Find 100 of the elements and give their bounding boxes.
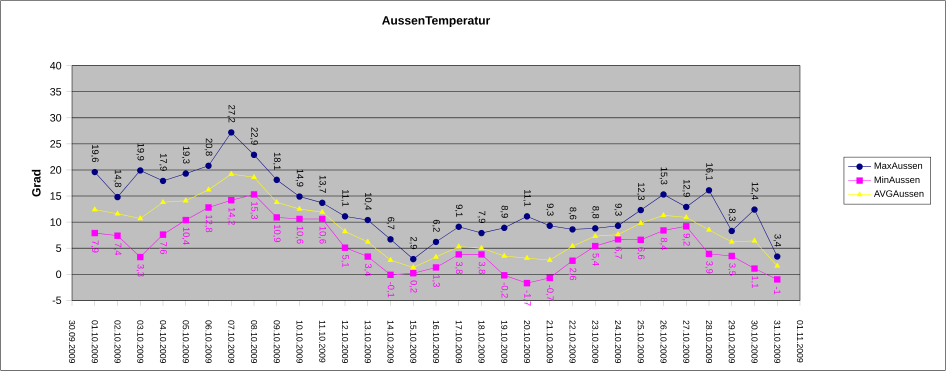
- point: [92, 206, 98, 212]
- y-tick-label: 35: [50, 88, 62, 96]
- y-axis-title: Grad: [32, 170, 41, 196]
- point: [433, 254, 439, 259]
- point: [501, 252, 508, 258]
- point: [364, 238, 371, 244]
- data-label: 22,9: [250, 128, 258, 145]
- x-tick-label: 22.10.2009: [569, 320, 576, 364]
- point: [456, 243, 462, 248]
- point: [570, 242, 576, 248]
- point: [410, 256, 416, 262]
- x-tick-label: 08.10.2009: [250, 320, 258, 364]
- point: [250, 191, 258, 198]
- data-label: 27,2: [227, 105, 236, 122]
- x-tick-label: 30.10.2009: [751, 320, 758, 364]
- data-label: 16,1: [705, 163, 713, 180]
- point: [319, 216, 326, 222]
- data-label: 3,8: [478, 262, 486, 274]
- data-label: 8,8: [591, 206, 600, 218]
- data-label: 8,4: [660, 238, 668, 250]
- data-label: 6,7: [614, 246, 622, 259]
- point: [751, 265, 758, 272]
- x-tick-label: 31.10.2009: [774, 320, 780, 364]
- data-label: -0,7: [546, 285, 554, 300]
- point: [228, 170, 234, 176]
- data-label: 10,4: [364, 192, 372, 210]
- point: [660, 191, 667, 198]
- x-tick-label: 05.10.2009: [182, 320, 189, 364]
- x-tick-label: 13.10.2009: [364, 320, 371, 364]
- point: [478, 251, 485, 258]
- data-label: 9,3: [546, 204, 554, 216]
- point: [501, 224, 508, 232]
- x-tick-label: 16.10.2009: [432, 320, 440, 364]
- y-tick-label: -5: [52, 296, 62, 304]
- point: [342, 228, 348, 234]
- x-tick-label: 26.10.2009: [660, 320, 667, 364]
- data-label: -0,1: [386, 282, 394, 298]
- data-label: 9,2: [682, 234, 690, 246]
- data-label: -1: [774, 286, 780, 294]
- point: [251, 174, 257, 179]
- data-label: 10,9: [272, 225, 281, 242]
- point: [319, 208, 326, 214]
- data-label: 3,5: [728, 263, 736, 276]
- point: [137, 254, 144, 260]
- point: [638, 236, 644, 244]
- point: [706, 250, 712, 258]
- point: [615, 231, 621, 236]
- point: [432, 238, 440, 246]
- point: [296, 206, 302, 211]
- x-tick-label: 30.09.2009: [68, 320, 76, 364]
- data-label: 15,3: [660, 167, 668, 184]
- point: [456, 224, 462, 230]
- data-label: 10,6: [318, 226, 326, 244]
- point: [228, 129, 234, 136]
- point: [182, 170, 189, 177]
- point: [774, 253, 780, 260]
- point: [706, 226, 712, 232]
- x-tick-label: 09.10.2009: [274, 320, 280, 364]
- data-label: 7,4: [114, 243, 122, 256]
- point: [728, 252, 735, 260]
- point: [92, 230, 98, 236]
- point: [524, 280, 530, 286]
- data-label: 14,8: [114, 170, 122, 188]
- point: [592, 225, 598, 232]
- x-tick-label: 01.10.2009: [92, 320, 98, 364]
- point: [524, 254, 530, 260]
- x-tick-label: 02.10.2009: [114, 320, 121, 364]
- x-tick-label: 19.10.2009: [501, 320, 508, 364]
- point: [432, 264, 440, 271]
- data-label: 10,6: [296, 226, 304, 244]
- point: [387, 236, 394, 243]
- x-tick-label: 28.10.2009: [706, 320, 712, 364]
- x-tick-label: 21.10.2009: [546, 320, 553, 364]
- point: [638, 206, 644, 214]
- point: [114, 194, 121, 200]
- y-tick-label: 40: [50, 62, 62, 70]
- x-tick-label: 01.11.2009: [796, 320, 804, 362]
- point: [342, 244, 348, 251]
- point: [114, 232, 121, 239]
- x-tick-label: 03.10.2009: [137, 320, 144, 364]
- point: [706, 187, 712, 194]
- x-tick-label: 17.10.2009: [456, 320, 462, 364]
- point: [205, 162, 212, 169]
- data-label: 3,4: [773, 234, 782, 247]
- x-tick-label: 23.10.2009: [592, 320, 598, 364]
- data-label: 7,9: [478, 210, 486, 224]
- point: [774, 276, 780, 283]
- x-tick-label: 10.10.2009: [296, 320, 303, 364]
- y-tick-label: 10: [50, 218, 62, 226]
- data-label: 8,3: [728, 208, 736, 221]
- data-label: 10,4: [182, 228, 190, 245]
- x-tick-label: 04.10.2009: [160, 320, 166, 364]
- data-label: 9,3: [614, 204, 622, 216]
- point: [160, 199, 166, 204]
- point: [683, 204, 690, 210]
- point: [592, 242, 598, 250]
- point: [182, 198, 189, 202]
- point: [342, 213, 348, 220]
- data-label: 14,9: [296, 170, 304, 187]
- data-label: 5,1: [341, 254, 349, 268]
